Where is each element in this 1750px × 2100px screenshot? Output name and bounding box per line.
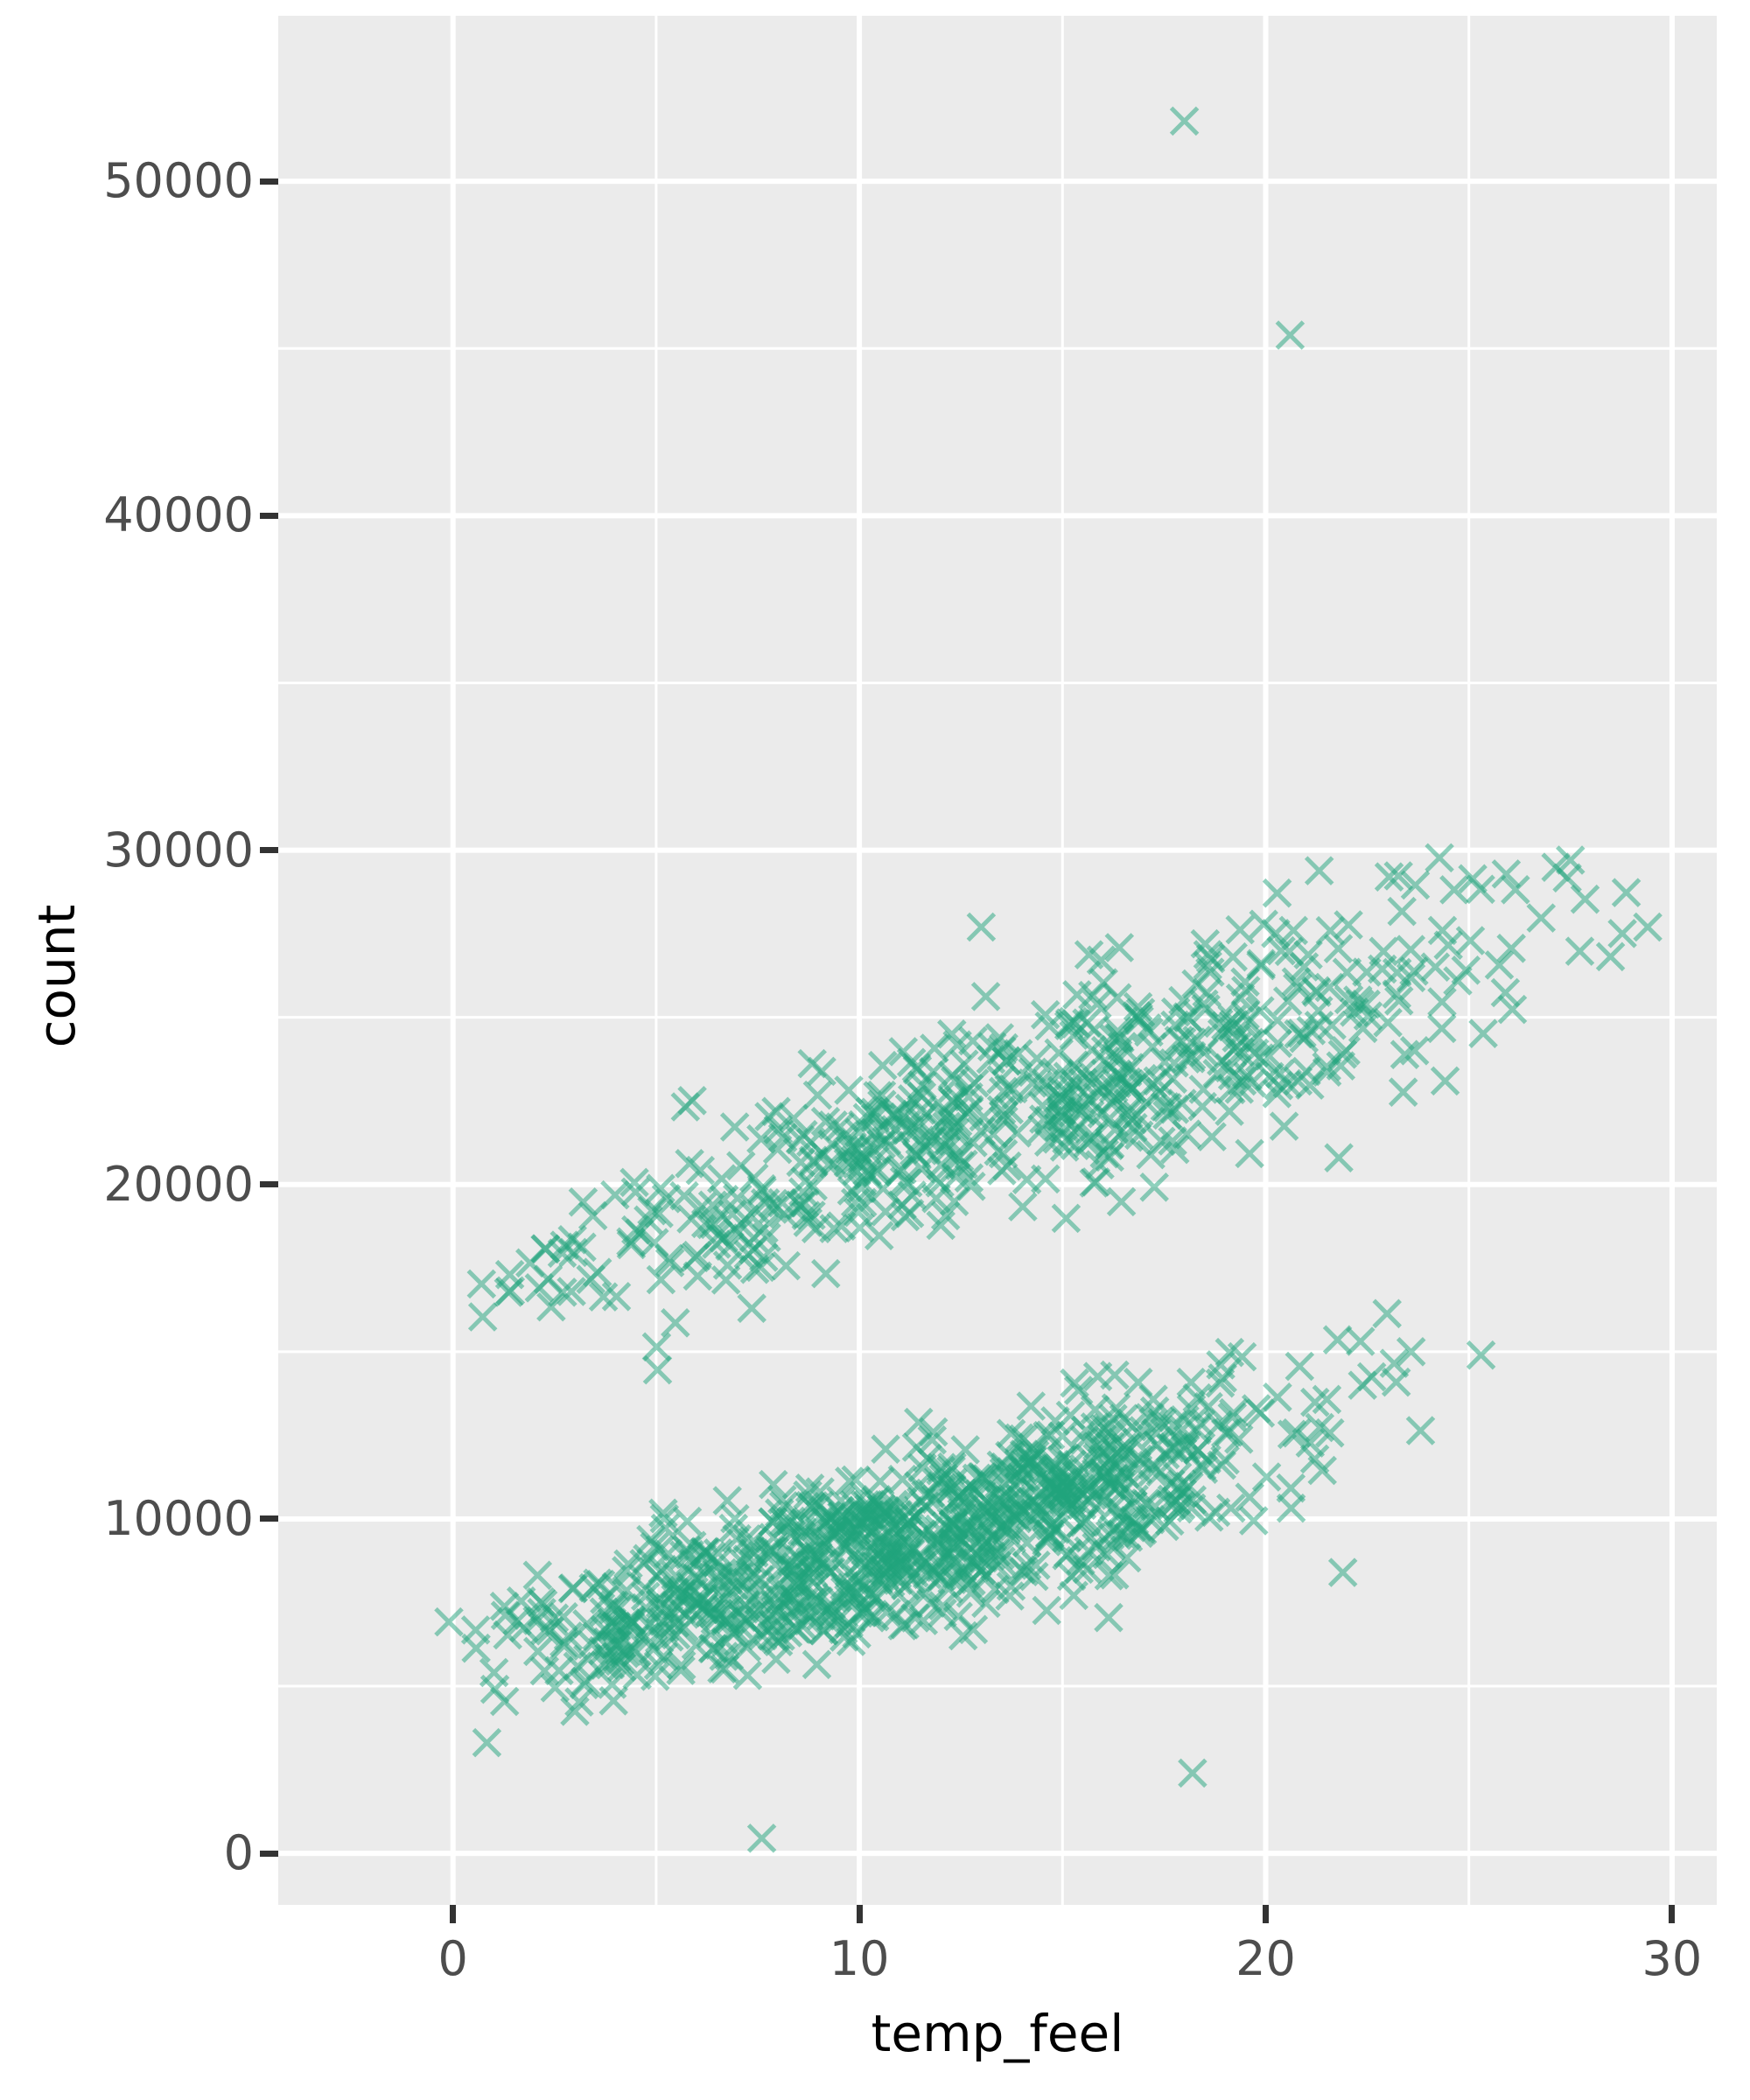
y-tick-label: 50000 [103,153,254,209]
x-tick-mark [450,1905,457,1923]
y-tick-label: 0 [223,1825,254,1881]
y-tick-mark [260,1181,278,1188]
x-tick-label: 30 [1642,1931,1703,1986]
y-tick-label: 10000 [103,1490,254,1546]
y-tick-mark [260,1850,278,1857]
x-axis-title: temp_feel [871,2004,1124,2063]
y-tick-mark [260,178,278,185]
x-tick-mark [1669,1905,1676,1923]
y-tick-label: 30000 [103,822,254,878]
x-tick-label: 10 [829,1931,890,1986]
x-tick-label: 0 [438,1931,468,1986]
y-tick-label: 40000 [103,487,254,543]
plot-panel [278,16,1717,1905]
x-tick-mark [856,1905,863,1923]
y-tick-mark [260,1516,278,1522]
x-tick-label: 20 [1236,1931,1296,1986]
y-axis-title: count [27,904,87,1048]
y-axis-title-wrapper: count [18,16,96,1905]
scatter-points-layer [434,106,1662,1853]
y-tick-mark [260,847,278,854]
y-tick-mark [260,512,278,519]
x-tick-mark [1263,1905,1269,1923]
y-tick-label: 20000 [103,1156,254,1212]
